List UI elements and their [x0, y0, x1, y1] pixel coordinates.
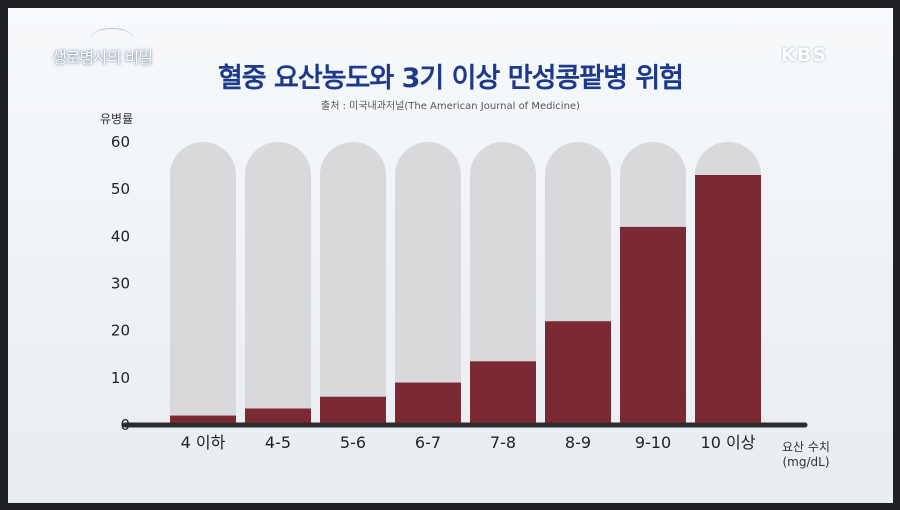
x-category-label: 4-5	[265, 433, 291, 452]
x-category-label: 7-8	[490, 433, 516, 452]
y-tick-label: 40	[111, 227, 130, 245]
program-logo: 생로병사의 비밀	[52, 48, 153, 67]
baseline-mask	[150, 427, 780, 445]
chart-title: 혈중 요산농도와 3기 이상 만성콩팥병 위험	[217, 63, 684, 94]
x-category-label: 10 이상	[701, 433, 756, 452]
x-axis-categories: 4 이하 4-5 5-6 6-7 7-8 8-9 9-10 10 이상	[181, 433, 756, 452]
x-category-label: 5-6	[340, 433, 366, 452]
x-category-label: 8-9	[565, 433, 591, 452]
bar-value	[395, 382, 461, 425]
bar-value	[245, 408, 311, 425]
bar-value	[695, 175, 761, 425]
y-tick-label: 60	[111, 133, 130, 151]
y-tick-label: 30	[111, 275, 130, 293]
x-category-label: 9-10	[635, 433, 671, 452]
bar-value	[545, 321, 611, 425]
bar-value	[470, 361, 536, 425]
x-category-label: 6-7	[415, 433, 441, 452]
bar-track	[245, 142, 311, 445]
bars	[150, 142, 780, 445]
chart-source: 출처 : 미국내과저널(The American Journal of Medi…	[321, 101, 580, 112]
y-tick-label: 10	[111, 369, 130, 387]
bar-value	[320, 396, 386, 425]
bar-track	[170, 142, 236, 445]
x-axis-label: 요산 수치	[782, 440, 830, 454]
x-axis-unit: (mg/dL)	[782, 455, 829, 469]
broadcaster-logo: KBS	[781, 44, 827, 66]
x-category-label: 4 이하	[181, 433, 226, 452]
bar-track	[320, 142, 386, 445]
bar-value	[620, 226, 686, 425]
bar-value	[170, 415, 236, 425]
y-axis-ticks: 0102030405060	[111, 133, 130, 434]
y-tick-label: 50	[111, 180, 130, 198]
y-tick-label: 20	[111, 322, 130, 340]
bar-track	[395, 142, 461, 445]
y-axis-label: 유병률	[100, 112, 133, 126]
logo-arc-decoration	[90, 28, 134, 49]
